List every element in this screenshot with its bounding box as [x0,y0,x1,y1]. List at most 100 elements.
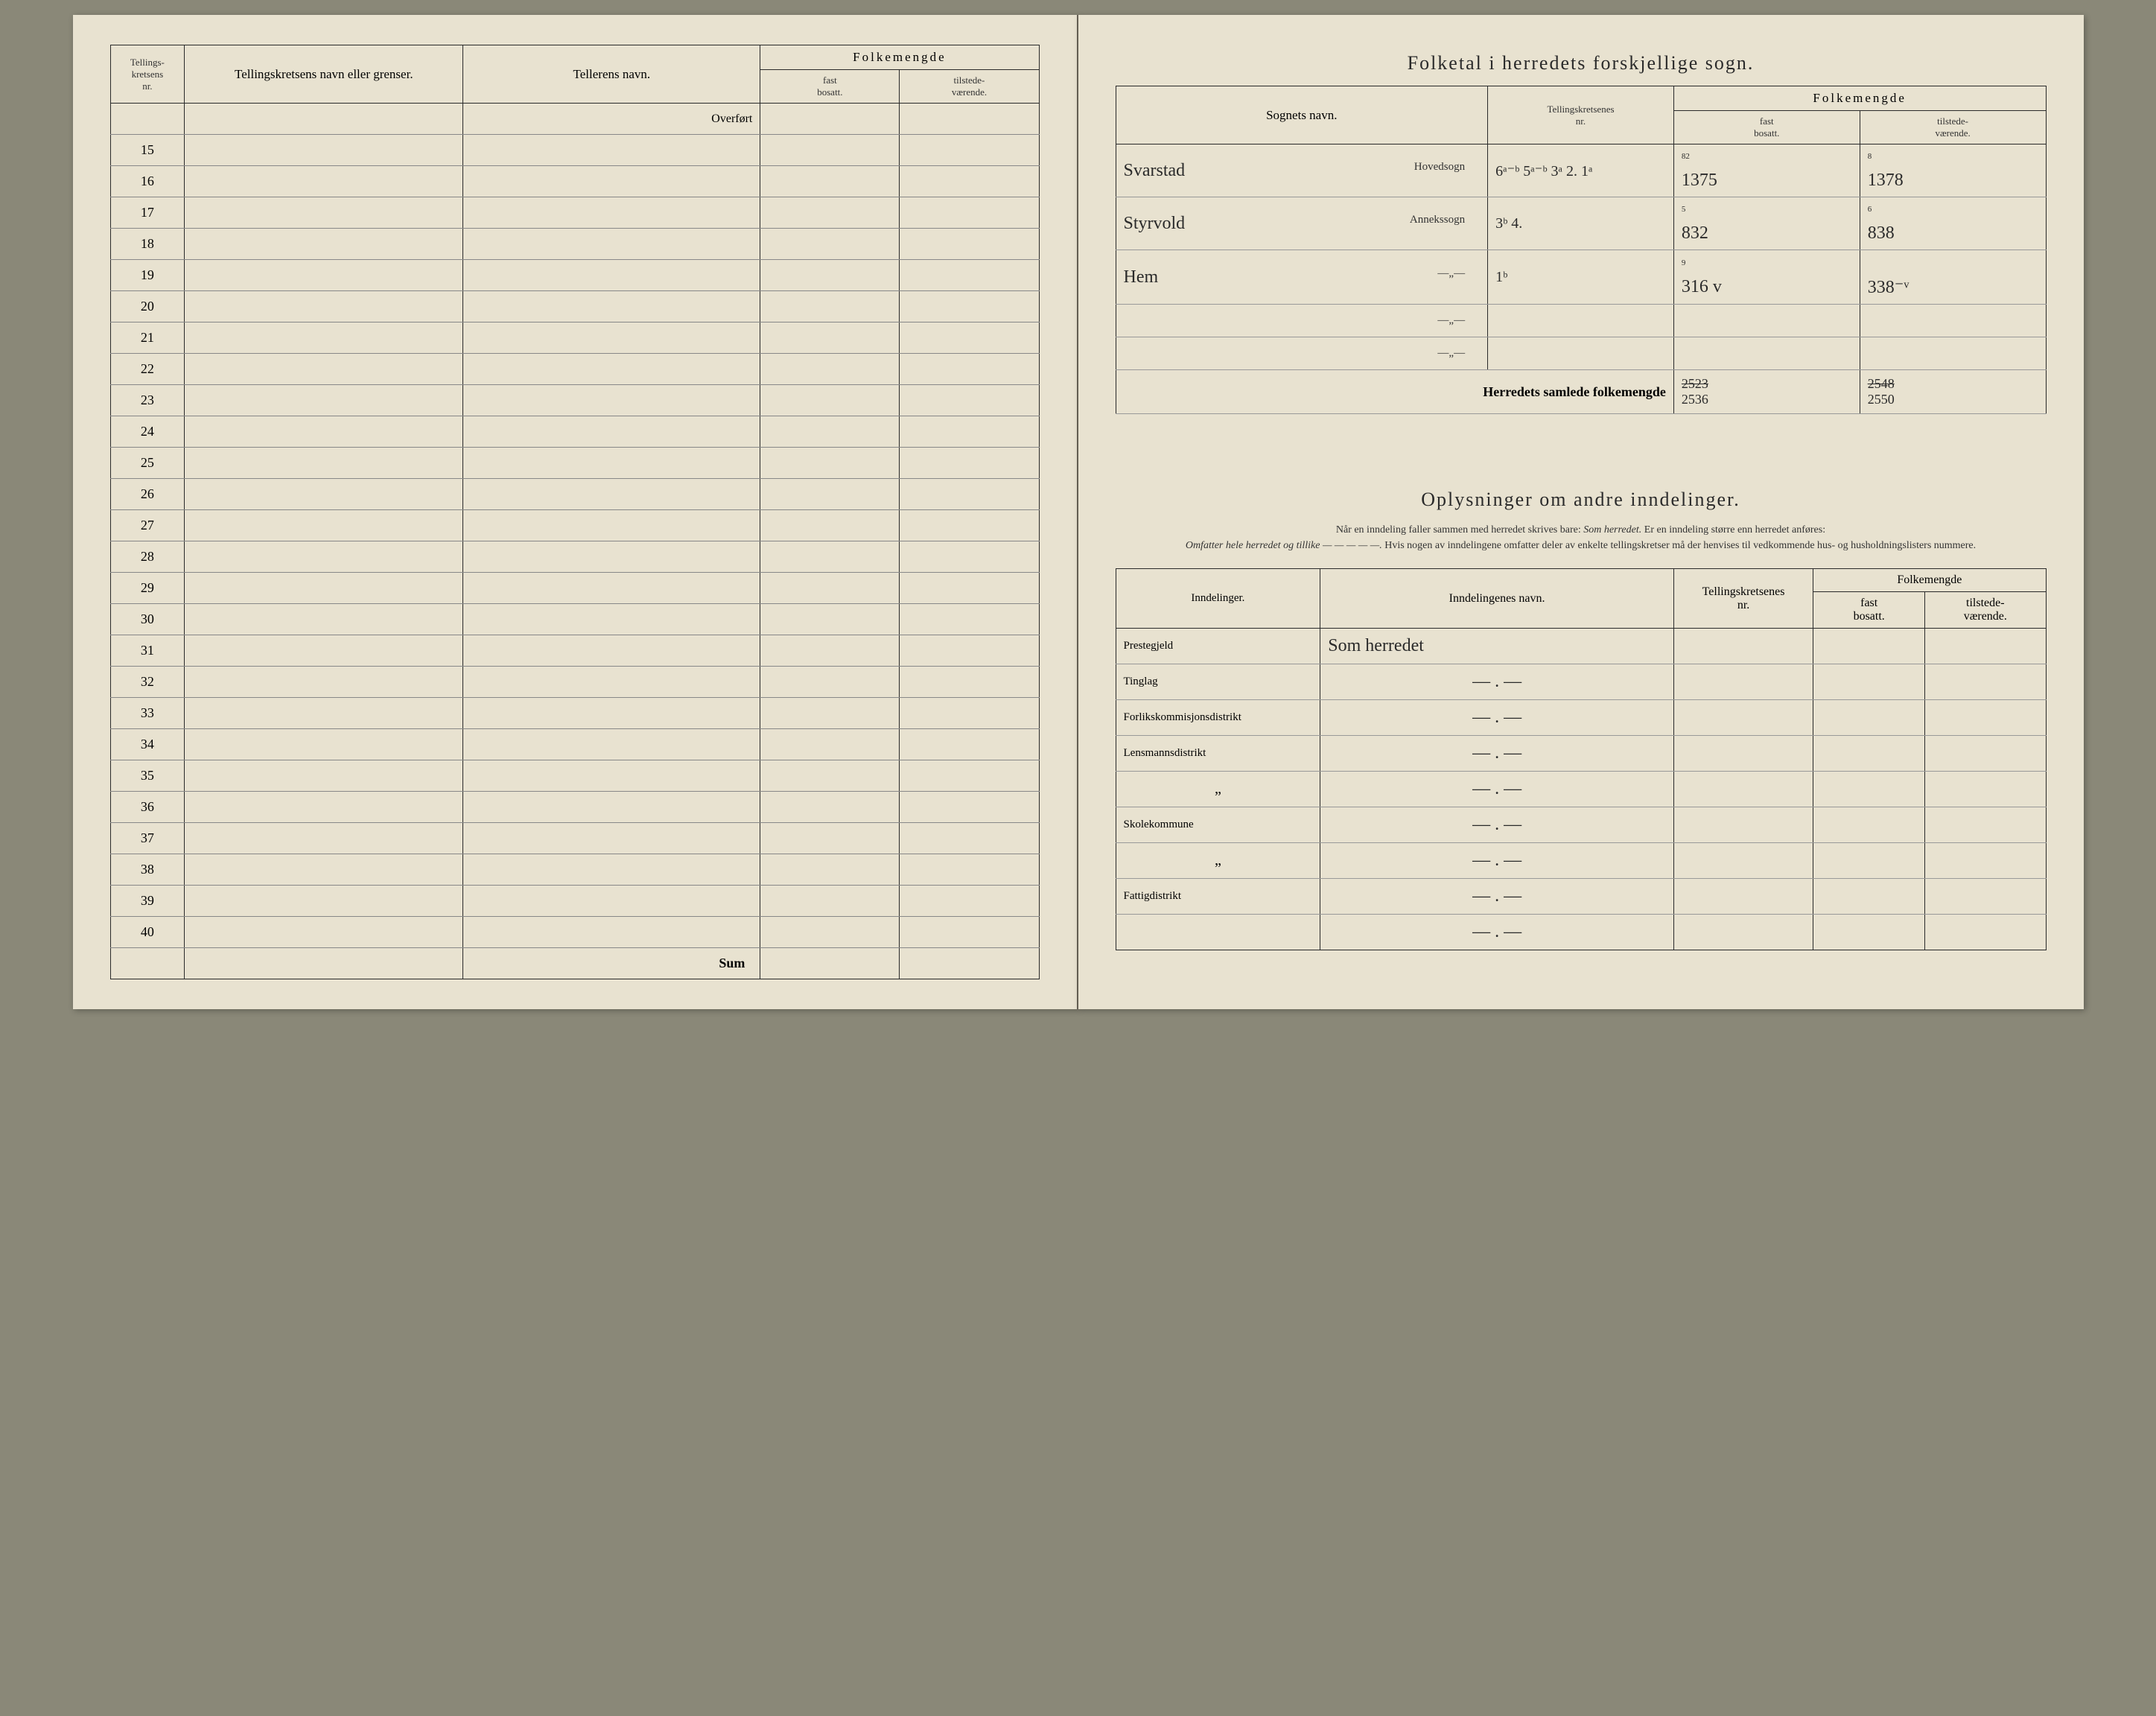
table-row: 38 [110,854,1039,886]
blank-type: —„— [1437,314,1480,327]
cell [1813,700,1925,736]
cell [1813,772,1925,807]
cell [900,948,1039,979]
table-row: 33 [110,698,1039,729]
table-row: 36 [110,792,1039,823]
sogn-type: Annekssogn [1410,214,1480,226]
cell [900,135,1039,166]
cell [463,760,760,792]
sogn-row-blank: —„— [1116,337,2046,370]
cell [900,573,1039,604]
header-folkemengde: Folkemengde [1673,86,2046,111]
cell [1860,337,2046,370]
cell [463,166,760,197]
ind-row: „ — . — [1116,772,2046,807]
header-krets: Tellingskretsenes nr. [1488,86,1674,144]
sogn-name: Svarstad [1124,161,1186,180]
cell [1673,305,1860,337]
sogn-name: Styrvold [1124,214,1186,233]
cell [185,573,463,604]
cell [760,729,900,760]
cell [185,197,463,229]
cell [760,510,900,541]
cell [1673,879,1813,915]
cell [1673,915,1813,950]
sub-text: Når en inndeling faller sammen med herre… [1336,524,1583,536]
header-fast: fast bosatt. [760,70,900,104]
til-cell: 6838 [1860,197,2046,250]
sub-text: Hvis nogen av inndelingene omfatter dele… [1382,540,1976,551]
hdr: bosatt. [1754,127,1779,139]
cell [463,135,760,166]
cell [1813,915,1925,950]
hdr: værende. [1964,610,2007,623]
ind-label: „ [1116,772,1320,807]
sub-italic: Omfatter hele herredet og tillike — — — … [1186,540,1382,551]
right-page: Folketal i herredets forskjellige sogn. … [1078,15,2084,1009]
header-teller: Tellerens navn. [463,45,760,104]
ind-value: — . — [1320,664,1674,700]
cell [185,104,463,135]
table-row: 16 [110,166,1039,197]
cell [900,917,1039,948]
hdr: nr. [142,80,152,92]
ind-row: Forlikskommisjonsdistrikt — . — [1116,700,2046,736]
cell [185,698,463,729]
til-cell: 338⁻ᵛ [1860,250,2046,305]
cell [1925,629,2046,664]
cell [1488,337,1674,370]
table-row: 23 [110,385,1039,416]
fast-cell: 9316 v [1673,250,1860,305]
hdr: fast [1860,597,1877,609]
cell [900,322,1039,354]
table-row: 17 [110,197,1039,229]
cell [463,510,760,541]
cell [760,135,900,166]
cell [185,604,463,635]
section1-title: Folketal i herredets forskjellige sogn. [1116,52,2047,74]
row-number: 28 [110,541,185,573]
cell [760,479,900,510]
ind-row: Lensmannsdistrikt — . — [1116,736,2046,772]
cell [760,604,900,635]
cell [760,886,900,917]
row-number: 17 [110,197,185,229]
cell [1673,807,1813,843]
table-row: 15 [110,135,1039,166]
cell [463,291,760,322]
overfort-row: Overført [110,104,1039,135]
cell [185,416,463,448]
table-row: 24 [110,416,1039,448]
cell [1813,629,1925,664]
ind-value: — . — [1320,700,1674,736]
cell [900,823,1039,854]
row-number: 27 [110,510,185,541]
row-number: 30 [110,604,185,635]
hdr: Tellingskretsenes [1547,104,1614,115]
hdr: bosatt. [817,86,842,98]
cell [1488,305,1674,337]
krets-cell: 6ᵃ⁻ᵇ 5ᵃ⁻ᵇ 3ᵃ 2. 1ᵃ [1488,144,1674,197]
ind-value: — . — [1320,772,1674,807]
sogn-table: Sognets navn. Tellingskretsenes nr. Folk… [1116,86,2047,414]
header-til: tilstede- værende. [1860,111,2046,144]
row-number: 36 [110,792,185,823]
cell [900,416,1039,448]
cell [463,541,760,573]
sum-label: Sum [463,948,760,979]
ind-label: Prestegjeld [1116,629,1320,664]
table-row: 18 [110,229,1039,260]
table-row: 28 [110,541,1039,573]
cell [185,135,463,166]
hdr: nr. [1576,115,1586,127]
header-nr: Tellings- kretsens nr. [110,45,185,104]
cell [900,854,1039,886]
cell [1925,664,2046,700]
cell [1813,879,1925,915]
row-number: 25 [110,448,185,479]
row-number: 26 [110,479,185,510]
cell [463,573,760,604]
cell [900,604,1039,635]
cell [463,854,760,886]
cell [1813,807,1925,843]
